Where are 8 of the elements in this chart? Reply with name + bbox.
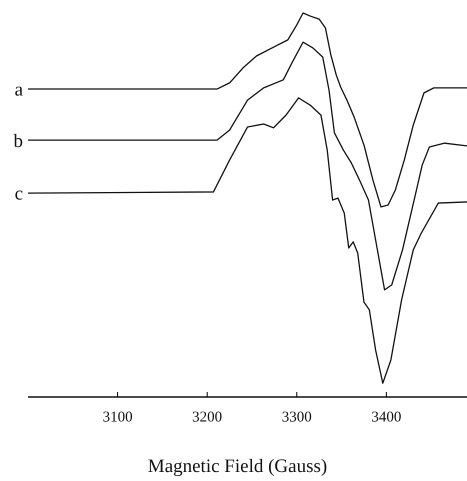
series-label: a xyxy=(14,80,24,101)
x-tick-label: 3100 xyxy=(102,410,133,426)
series-label: b xyxy=(14,130,23,152)
series-label: c xyxy=(14,184,23,205)
x-tick-label: 3400 xyxy=(371,410,402,426)
x-axis-title: Magnetic Field (Gauss) xyxy=(148,456,328,477)
x-tick-label: 3300 xyxy=(282,410,312,426)
x-tick-label: 3200 xyxy=(192,410,222,426)
